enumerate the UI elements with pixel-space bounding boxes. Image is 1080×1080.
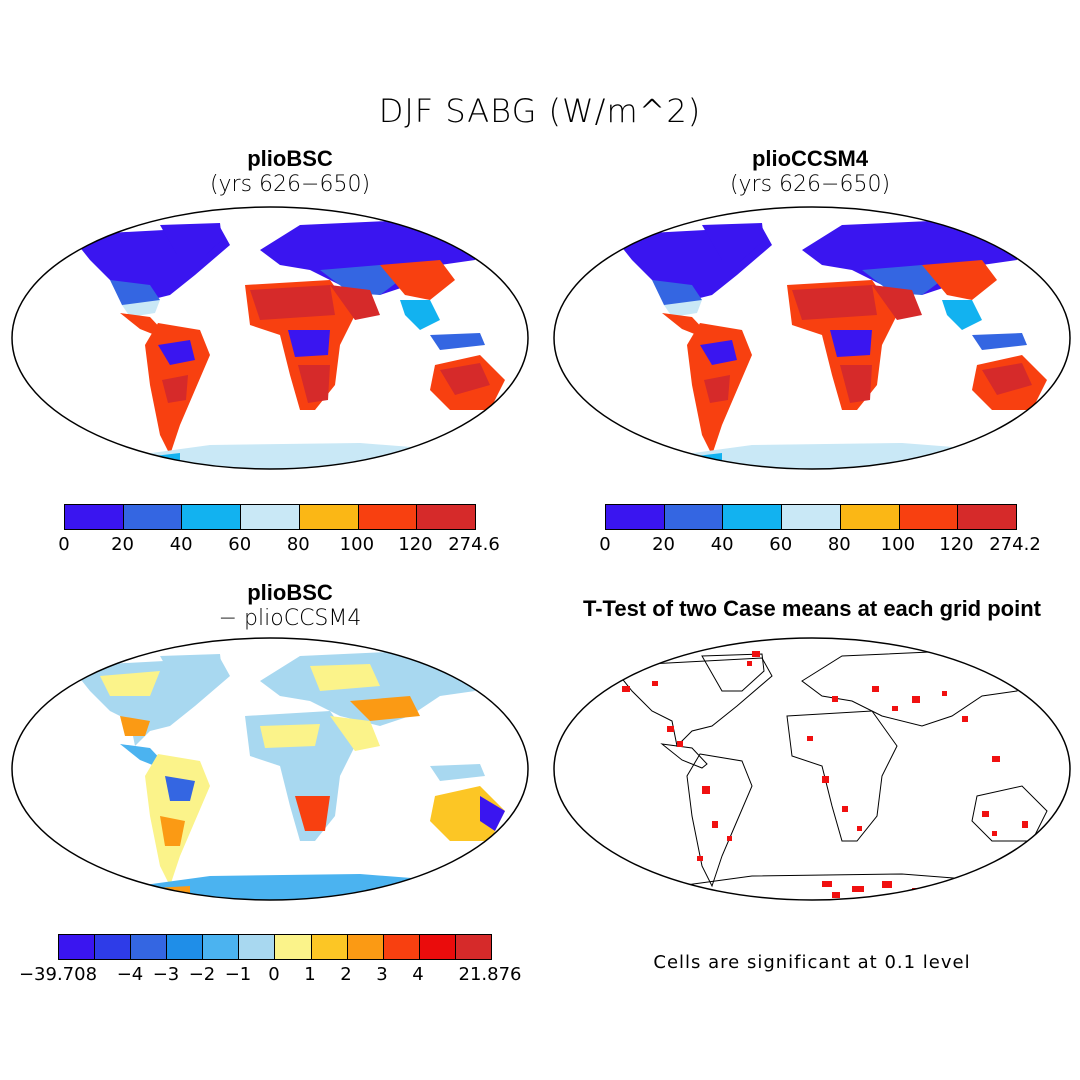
color-swatch <box>275 935 312 959</box>
tick-label: −2 <box>188 964 216 985</box>
significance-note: Cells are significant at 0.1 level <box>653 952 971 973</box>
map-plio-ccsm4 <box>553 206 1071 470</box>
tick-label: 0 <box>599 534 611 555</box>
tick-label: 274.2 <box>989 534 1041 555</box>
colorbar-plio-bsc <box>64 504 476 530</box>
ttest-title: T-Test of two Case means at each grid po… <box>582 596 1041 621</box>
tick-label: 100 <box>880 534 916 555</box>
tick-label: 0 <box>268 964 280 985</box>
color-swatch <box>347 935 384 959</box>
tick-label: 21.876 <box>458 964 522 985</box>
tick-label: 4 <box>412 964 424 985</box>
color-swatch <box>455 935 491 959</box>
tick-label: 1 <box>304 964 316 985</box>
tick-label: −39.708 <box>18 964 98 985</box>
colorbar-labels-plio-ccsm4: 0 20 40 60 80 100 120 274.2 <box>599 534 1040 556</box>
tick-label: 120 <box>398 534 433 555</box>
color-swatch <box>131 935 168 959</box>
map-frame <box>11 206 529 470</box>
coastlines <box>611 650 1048 900</box>
color-swatch <box>358 505 418 529</box>
color-swatch <box>241 505 300 529</box>
map-ttest <box>553 637 1071 901</box>
panel-years: (yrs 626−650) <box>729 172 891 197</box>
map-frame <box>553 637 1071 901</box>
panel-case-name: plioBSC <box>247 146 333 171</box>
land-fill <box>70 220 505 469</box>
color-swatch <box>203 935 240 959</box>
tick-label: −1 <box>224 964 252 985</box>
tick-label: 120 <box>939 534 974 555</box>
panel-case-name: plioCCSM4 <box>751 146 869 171</box>
color-swatch <box>958 505 1017 529</box>
color-swatch <box>59 935 96 959</box>
tick-label: 0 <box>58 534 70 555</box>
color-swatch <box>782 505 841 529</box>
tick-label: −3 <box>152 964 180 985</box>
tick-label: 40 <box>710 534 734 555</box>
colorbar-plio-ccsm4 <box>605 504 1017 530</box>
panel-title-plio-bsc: plioBSC (yrs 626−650) <box>40 146 540 198</box>
map-plio-bsc <box>11 206 529 470</box>
tick-label: 274.6 <box>448 534 500 555</box>
tick-label: 100 <box>339 534 375 555</box>
tick-label: −4 <box>116 964 144 985</box>
colorbar-difference <box>58 934 492 960</box>
color-swatch <box>299 505 359 529</box>
colorbar-labels-difference: −39.708 −4 −3 −2 −1 0 1 2 3 4 21.876 <box>19 964 522 986</box>
map-frame <box>553 206 1071 470</box>
color-swatch <box>167 935 204 959</box>
significant-cells <box>622 651 1028 898</box>
color-swatch <box>417 505 476 529</box>
figure-title: DJF SABG (W/m^2) <box>378 92 702 130</box>
land-fill <box>70 651 505 900</box>
tick-label: 60 <box>228 534 252 555</box>
tick-label: 60 <box>769 534 793 555</box>
map-difference <box>11 637 529 901</box>
panel-case-name: plioBSC <box>247 580 333 605</box>
tick-label: 20 <box>652 534 676 555</box>
tick-label: 2 <box>340 964 352 985</box>
tick-label: 80 <box>827 534 851 555</box>
land-fill <box>612 220 1047 469</box>
tick-label: 40 <box>169 534 193 555</box>
color-swatch <box>723 505 783 529</box>
panel-title-difference: plioBSC − plioCCSM4 <box>40 580 540 632</box>
panel-title-ttest: T-Test of two Case means at each grid po… <box>552 596 1072 622</box>
tick-label: 3 <box>376 964 388 985</box>
panel-subtrahend: − plioCCSM4 <box>218 606 362 631</box>
color-swatch <box>664 505 724 529</box>
color-swatch <box>65 505 124 529</box>
color-swatch <box>419 935 456 959</box>
color-swatch <box>182 505 242 529</box>
color-swatch <box>383 935 420 959</box>
tick-label: 80 <box>286 534 310 555</box>
color-swatch <box>899 505 959 529</box>
colorbar-labels-plio-bsc: 0 20 40 60 80 100 120 274.6 <box>58 534 499 556</box>
color-swatch <box>606 505 665 529</box>
panel-title-plio-ccsm4: plioCCSM4 (yrs 626−650) <box>560 146 1060 198</box>
color-swatch <box>311 935 348 959</box>
map-frame <box>11 637 529 901</box>
color-swatch <box>840 505 900 529</box>
tick-label: 20 <box>111 534 135 555</box>
color-swatch <box>239 935 276 959</box>
color-swatch <box>123 505 183 529</box>
color-swatch <box>95 935 132 959</box>
panel-years: (yrs 626−650) <box>209 172 371 197</box>
